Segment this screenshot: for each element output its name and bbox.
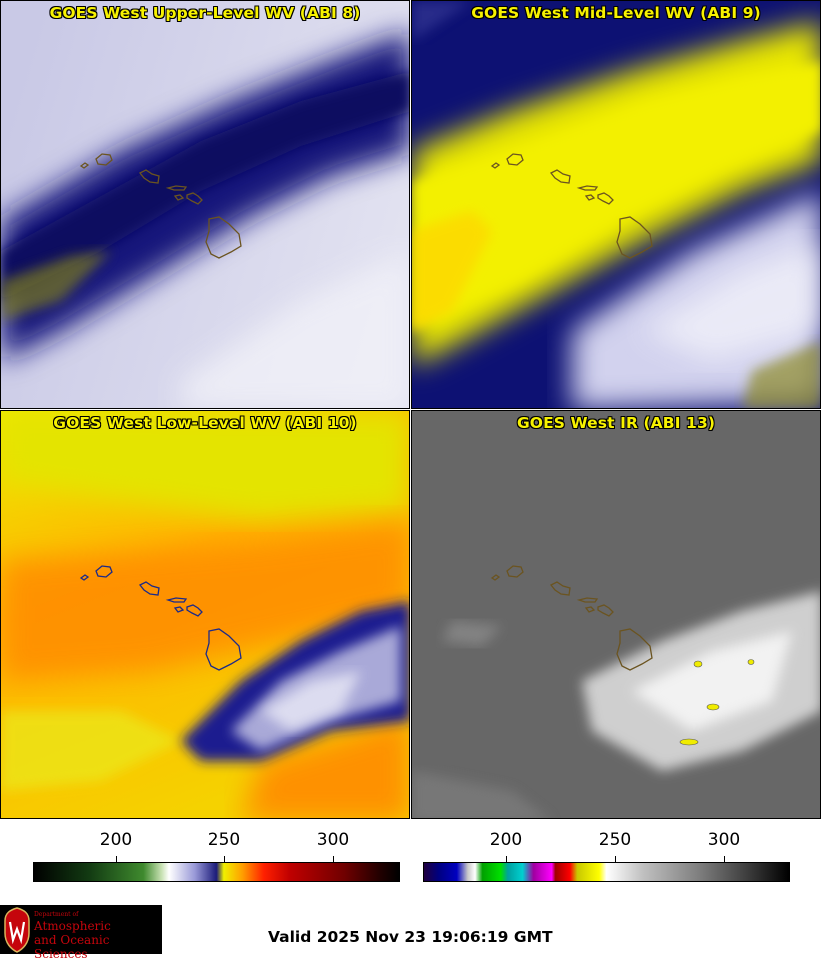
panel-title: GOES West IR (ABI 13)	[516, 414, 716, 432]
ir-colorbar: 200 250 300	[411, 822, 822, 884]
ir-image	[412, 411, 820, 818]
panel-title: GOES West Mid-Level WV (ABI 9)	[471, 4, 761, 22]
colorbar-tick	[116, 856, 117, 862]
colorbar-tick	[615, 856, 616, 862]
colorbar-tick	[506, 856, 507, 862]
ir-colorbar-gradient	[423, 862, 790, 882]
wv-colorbar: 200 250 300	[0, 822, 411, 884]
panel-title: GOES West Upper-Level WV (ABI 8)	[49, 4, 361, 22]
hawaii-coastline-icon	[79, 153, 242, 259]
ir-panel: GOES West IR (ABI 13)	[411, 410, 821, 819]
panel-title: GOES West Low-Level WV (ABI 10)	[53, 414, 357, 432]
uw-aos-logo: Department of Atmospheric and Oceanic Sc…	[0, 905, 162, 961]
hawaii-coastline-icon	[79, 565, 242, 671]
low-level-wv-panel: GOES West Low-Level WV (ABI 10)	[0, 410, 410, 819]
hawaii-coastline-icon	[490, 565, 653, 671]
cold-cloud-tops	[679, 659, 755, 746]
colorbar-tick	[333, 856, 334, 862]
uw-crest-icon	[4, 907, 30, 953]
upper-level-wv-image	[1, 1, 409, 408]
logo-line1: Department of	[34, 911, 79, 918]
colorbar-tick-label: 250	[598, 830, 632, 850]
colorbar-tick-label: 200	[489, 830, 523, 850]
logo-line3: and Oceanic Sciences	[34, 933, 110, 961]
colorbar-tick	[224, 856, 225, 862]
valid-time-text: Valid 2025 Nov 23 19:06:19 GMT	[268, 928, 553, 946]
wv-colorbar-gradient	[33, 862, 400, 882]
colorbar-tick-label: 300	[707, 830, 741, 850]
colorbar-tick-label: 300	[316, 830, 350, 850]
upper-level-wv-panel: GOES West Upper-Level WV (ABI 8)	[0, 0, 410, 409]
hawaii-coastline-icon	[490, 153, 653, 259]
colorbar-tick-label: 200	[99, 830, 133, 850]
mid-level-wv-panel: GOES West Mid-Level WV (ABI 9)	[411, 0, 821, 409]
mid-level-wv-image	[412, 1, 820, 408]
logo-line2: Atmospheric	[34, 919, 111, 933]
low-level-wv-image	[1, 411, 409, 818]
colorbar-tick	[724, 856, 725, 862]
colorbar-tick-label: 250	[207, 830, 241, 850]
